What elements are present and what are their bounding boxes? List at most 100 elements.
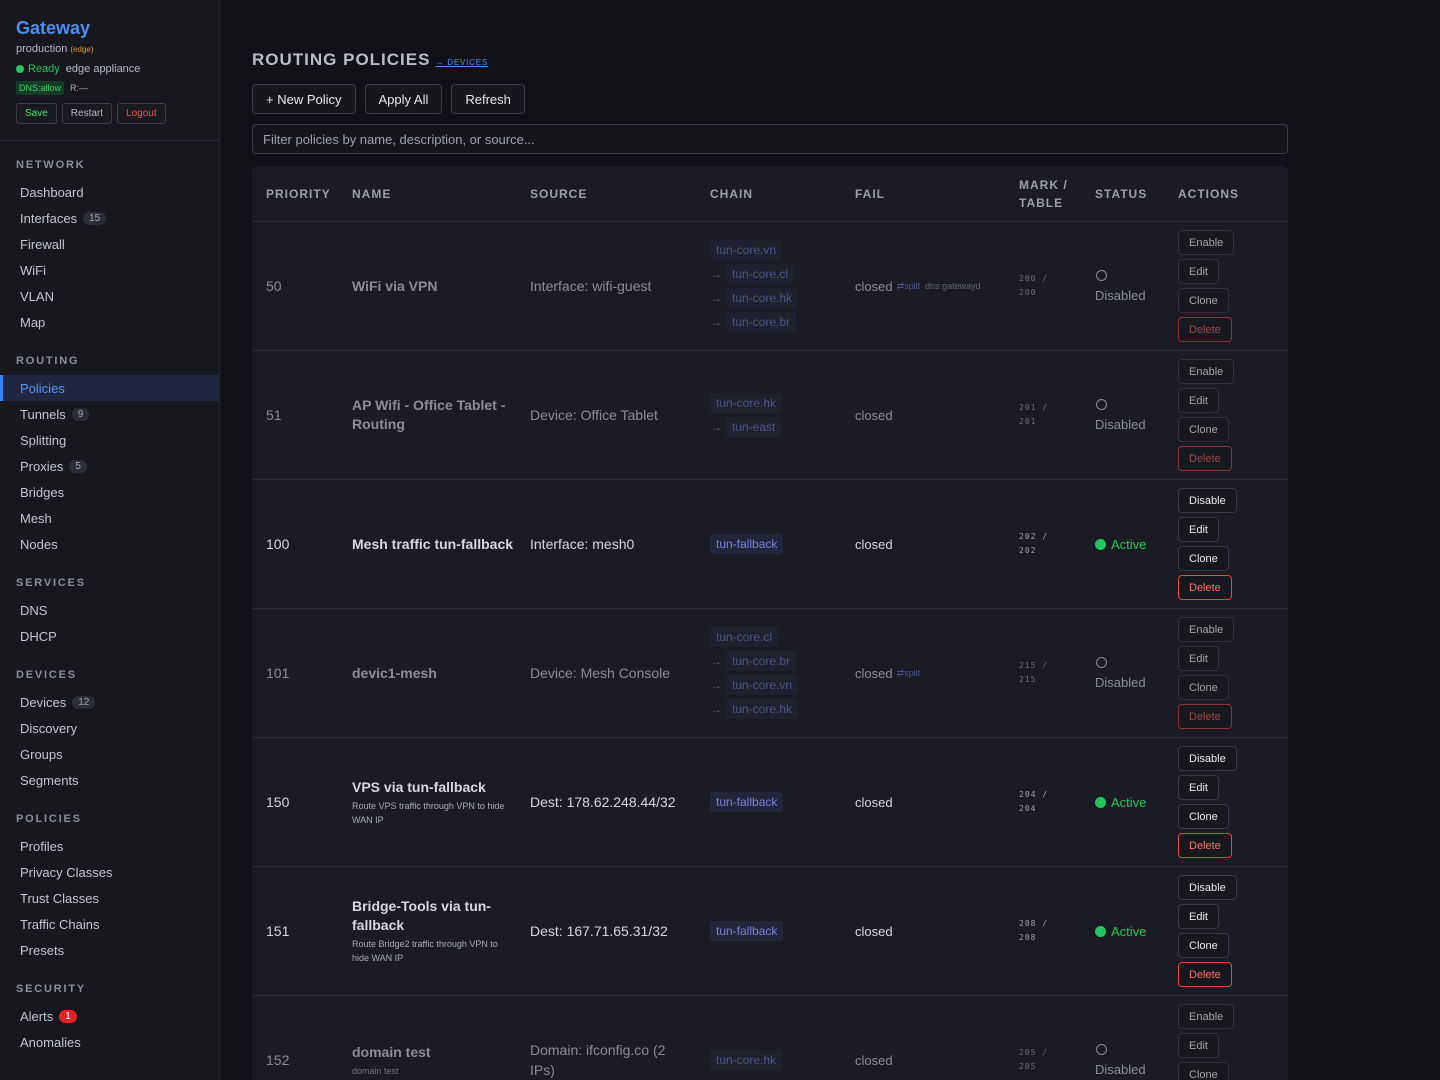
sidebar-item-wifi[interactable]: WiFi xyxy=(0,257,219,283)
sidebar-item-privacy-classes[interactable]: Privacy Classes xyxy=(0,859,219,885)
edit-button[interactable]: Edit xyxy=(1178,1033,1219,1058)
chain-tunnel-chip[interactable]: tun-core.cl xyxy=(726,264,795,284)
delete-button[interactable]: Delete xyxy=(1178,962,1232,987)
sidebar-item-interfaces[interactable]: Interfaces 15 xyxy=(0,205,219,231)
disable-button[interactable]: Disable xyxy=(1178,875,1237,900)
chain-tunnel-chip[interactable]: tun-core.br xyxy=(726,651,797,671)
table-row[interactable]: 152 domain test domain test Domain: ifconfi… xyxy=(252,996,1288,1080)
edit-button[interactable]: Edit xyxy=(1178,775,1219,800)
apply-all-button[interactable]: Apply All xyxy=(364,84,443,114)
enable-button[interactable]: Enable xyxy=(1178,230,1235,255)
disable-button[interactable]: Disable xyxy=(1178,488,1237,513)
clone-button[interactable]: Clone xyxy=(1178,546,1229,571)
column-header-mark-table[interactable]: MARK / TABLE xyxy=(1019,166,1068,222)
sidebar-item-dashboard[interactable]: Dashboard xyxy=(0,179,219,205)
chain-tunnel-chip[interactable]: tun-core.hk xyxy=(710,393,783,413)
table-row[interactable]: 100 Mesh traffic tun-fallback Interface: m… xyxy=(252,480,1288,609)
refresh-button[interactable]: Refresh xyxy=(451,84,525,114)
name-cell: devic1-mesh xyxy=(352,609,517,737)
delete-button[interactable]: Delete xyxy=(1178,575,1232,600)
sidebar-item-profiles[interactable]: Profiles xyxy=(0,833,219,859)
clone-button[interactable]: Clone xyxy=(1178,933,1229,958)
sidebar-item-firewall[interactable]: Firewall xyxy=(0,231,219,257)
edit-button[interactable]: Edit xyxy=(1178,646,1219,671)
priority-cell: 150 xyxy=(266,794,290,810)
chain-tunnel-chip[interactable]: tun-fallback xyxy=(710,534,784,554)
sidebar-item-mesh[interactable]: Mesh xyxy=(0,505,219,531)
column-header-source[interactable]: SOURCE xyxy=(530,187,588,201)
edit-button[interactable]: Edit xyxy=(1178,388,1219,413)
restart-button[interactable]: Restart xyxy=(61,103,113,124)
sidebar-item-segments[interactable]: Segments xyxy=(0,767,219,793)
sidebar-item-anomalies[interactable]: Anomalies xyxy=(0,1029,219,1055)
chain-tunnel-chip[interactable]: tun-core.cl xyxy=(710,627,779,647)
delete-button[interactable]: Delete xyxy=(1178,833,1232,858)
sidebar-item-alerts[interactable]: Alerts 1 xyxy=(0,1003,219,1029)
sidebar-item-groups[interactable]: Groups xyxy=(0,741,219,767)
save-button[interactable]: Save xyxy=(16,103,57,124)
sidebar-item-vlan[interactable]: VLAN xyxy=(0,283,219,309)
column-header-fail[interactable]: FAIL xyxy=(855,187,885,201)
chain-tunnel-chip[interactable]: tun-fallback xyxy=(710,921,784,941)
chain-tunnel-chip[interactable]: tun-core.hk xyxy=(726,699,799,719)
edit-button[interactable]: Edit xyxy=(1178,259,1219,284)
sidebar-item-discovery[interactable]: Discovery xyxy=(0,715,219,741)
clone-button[interactable]: Clone xyxy=(1178,804,1229,829)
sidebar-item-tunnels[interactable]: Tunnels 9 xyxy=(0,401,219,427)
disable-button[interactable]: Disable xyxy=(1178,746,1237,771)
sidebar-item-devices[interactable]: Devices 12 xyxy=(0,689,219,715)
chain-tunnel-chip[interactable]: tun-core.vn xyxy=(726,675,799,695)
chain-tunnel-chip[interactable]: tun-fallback xyxy=(710,792,784,812)
table-row[interactable]: 151 Bridge-Tools via tun-fallback Route Br… xyxy=(252,867,1288,996)
sidebar-item-splitting[interactable]: Splitting xyxy=(0,427,219,453)
delete-button[interactable]: Delete xyxy=(1178,446,1232,471)
sidebar-item-proxies[interactable]: Proxies 5 xyxy=(0,453,219,479)
column-header-chain[interactable]: CHAIN xyxy=(710,187,753,201)
sidebar-item-traffic-chains[interactable]: Traffic Chains xyxy=(0,911,219,937)
sidebar-item-nodes[interactable]: Nodes xyxy=(0,531,219,557)
table-value: 208 xyxy=(1019,933,1037,942)
sidebar-item-label: DHCP xyxy=(20,628,57,644)
sidebar-item-dhcp[interactable]: DHCP xyxy=(0,623,219,649)
clone-button[interactable]: Clone xyxy=(1178,1062,1229,1080)
sidebar-item-map[interactable]: Map xyxy=(0,309,219,335)
chain-tunnel-chip[interactable]: tun-core.br xyxy=(726,312,797,332)
edit-button[interactable]: Edit xyxy=(1178,904,1219,929)
sidebar-item-trust-classes[interactable]: Trust Classes xyxy=(0,885,219,911)
status-label: Disabled xyxy=(1095,287,1146,303)
sidebar-item-presets[interactable]: Presets xyxy=(0,937,219,963)
chain-tunnel-chip[interactable]: tun-east xyxy=(726,417,782,437)
enable-button[interactable]: Enable xyxy=(1178,617,1235,642)
table-row[interactable]: 51 AP Wifi - Office Tablet - Routing Devic… xyxy=(252,351,1288,480)
mark-value: 215 / xyxy=(1019,661,1049,670)
column-header-name[interactable]: NAME xyxy=(352,187,392,201)
enable-button[interactable]: Enable xyxy=(1178,359,1235,384)
new-policy-button[interactable]: + New Policy xyxy=(252,84,356,114)
chain-tunnel-chip[interactable]: tun-core.hk xyxy=(710,1050,783,1070)
sidebar-item-label: WiFi xyxy=(20,262,46,278)
brand-title[interactable]: Gateway xyxy=(16,18,91,38)
edit-button[interactable]: Edit xyxy=(1178,517,1219,542)
table-value: 204 xyxy=(1019,804,1037,813)
sidebar-item-policies[interactable]: Policies xyxy=(0,375,219,401)
table-row[interactable]: 150 VPS via tun-fallback Route VPS traffic… xyxy=(252,738,1288,867)
clone-button[interactable]: Clone xyxy=(1178,417,1229,442)
clone-button[interactable]: Clone xyxy=(1178,675,1229,700)
filter-input[interactable] xyxy=(252,124,1288,154)
enable-button[interactable]: Enable xyxy=(1178,1004,1235,1029)
chain-tunnel-chip[interactable]: tun-core.vn xyxy=(710,240,783,260)
table-row[interactable]: 101 devic1-mesh Device: Mesh Console tun-co… xyxy=(252,609,1288,738)
sidebar-item-dns[interactable]: DNS xyxy=(0,597,219,623)
sidebar-item-label: Bridges xyxy=(20,484,65,500)
chain-tunnel-chip[interactable]: tun-core.hk xyxy=(726,288,799,308)
delete-button[interactable]: Delete xyxy=(1178,317,1232,342)
logout-button[interactable]: Logout xyxy=(117,103,166,124)
clone-button[interactable]: Clone xyxy=(1178,288,1229,313)
table-row[interactable]: 50 WiFi via VPN Interface: wifi-guest tun-c… xyxy=(252,222,1288,351)
sidebar-item-bridges[interactable]: Bridges xyxy=(0,479,219,505)
column-header-priority[interactable]: PRIORITY xyxy=(266,187,331,201)
column-header-status[interactable]: STATUS xyxy=(1095,187,1148,201)
delete-button[interactable]: Delete xyxy=(1178,704,1232,729)
sidebar-item-label: Traffic Chains xyxy=(20,916,100,932)
devices-link[interactable]: → DEVICES xyxy=(435,58,489,67)
